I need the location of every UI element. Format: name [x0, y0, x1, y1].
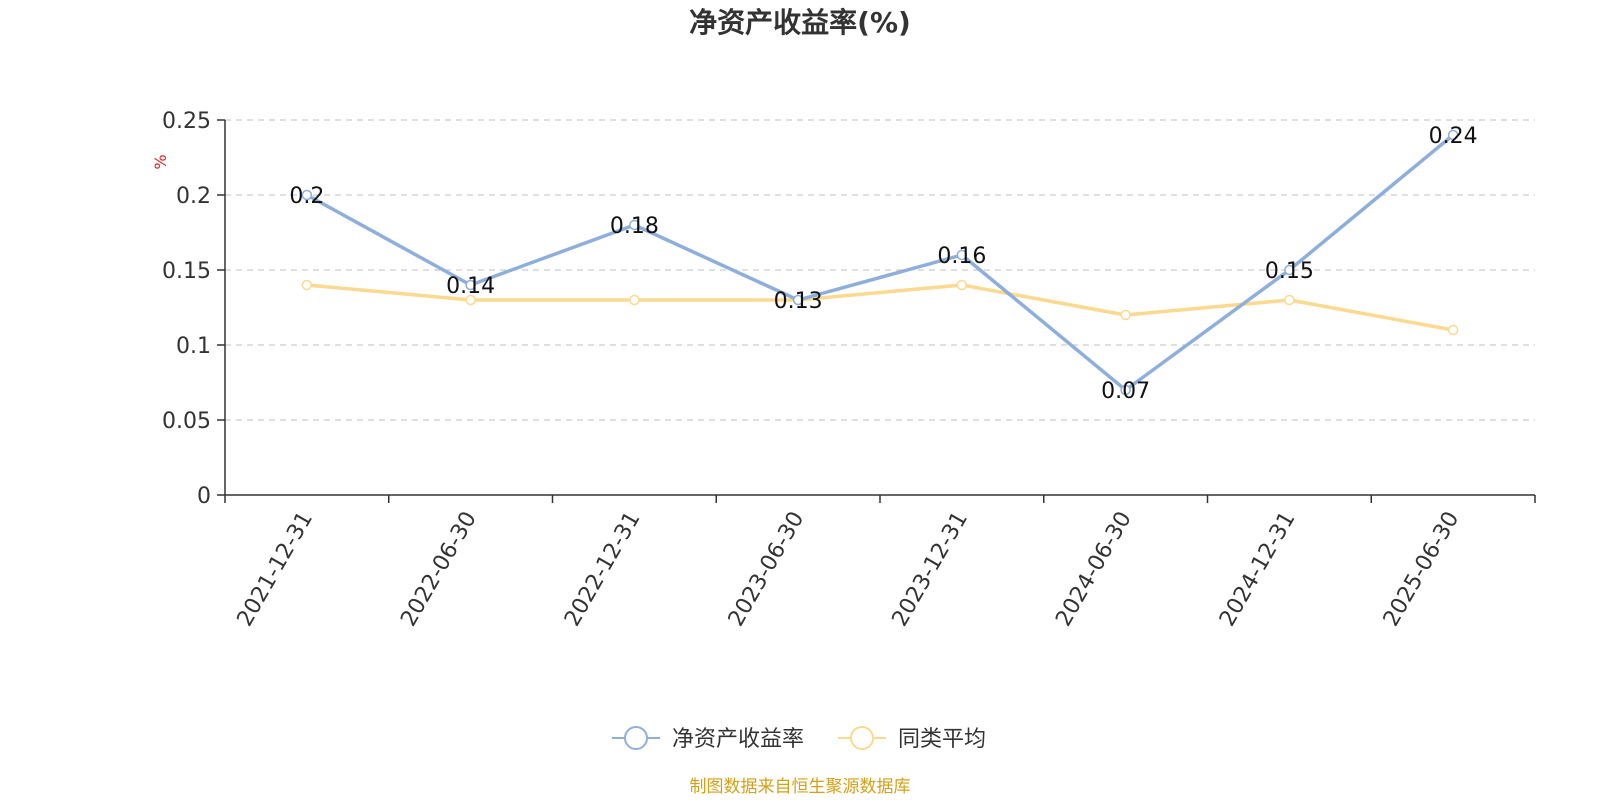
- series-lines: [301, 129, 1459, 396]
- grid-lines: [225, 119, 1535, 421]
- x-tick-label: 2024-12-31: [1215, 508, 1301, 631]
- data-point[interactable]: [1120, 309, 1131, 321]
- data-point[interactable]: [301, 189, 313, 201]
- data-point[interactable]: [956, 279, 968, 291]
- data-point[interactable]: [792, 294, 804, 306]
- data-label: 0.14: [446, 274, 495, 299]
- data-label: 0.24: [1429, 124, 1478, 149]
- data-label: 0.2: [289, 184, 324, 209]
- data-point[interactable]: [465, 294, 476, 306]
- data-point[interactable]: [1120, 384, 1131, 396]
- chart-title: 净资产收益率(%): [689, 6, 911, 39]
- legend-label: 净资产收益率: [672, 727, 804, 752]
- x-tick-label: 2022-06-30: [396, 508, 482, 631]
- data-point[interactable]: [301, 279, 313, 291]
- legend-marker-icon: [624, 726, 648, 750]
- x-tick-label: 2023-12-31: [887, 508, 973, 631]
- legend-marker-icon: [850, 726, 874, 750]
- legend[interactable]: 净资产收益率 同类平均: [612, 726, 986, 752]
- data-label: 0.18: [610, 214, 659, 239]
- data-point[interactable]: [1447, 324, 1459, 336]
- data-label: 0.15: [1265, 259, 1314, 284]
- y-tick-label: 0.1: [176, 334, 211, 359]
- y-tick-label: 0.2: [176, 184, 211, 209]
- data-point[interactable]: [465, 279, 476, 291]
- x-tick-label: 2025-06-30: [1379, 508, 1465, 631]
- data-label: 0.13: [774, 289, 823, 314]
- x-tick-label: 2023-06-30: [724, 508, 810, 631]
- legend-item-0[interactable]: 净资产收益率: [612, 726, 804, 752]
- legend-label: 同类平均: [898, 727, 986, 752]
- data-label: 0.16: [937, 244, 986, 269]
- y-tick-label: 0.25: [162, 109, 211, 134]
- source-note: 制图数据来自恒生聚源数据库: [690, 777, 911, 797]
- data-labels: 0.2 0.14 0.18 0.13 0.16 0.07 0.15 0.24: [289, 124, 1477, 404]
- x-tick-label: 2024-06-30: [1051, 508, 1137, 631]
- data-point[interactable]: [1447, 129, 1459, 141]
- y-tick-label: 0: [197, 484, 211, 509]
- x-tick-label: 2021-12-31: [232, 508, 318, 631]
- series-line-1: [306, 283, 1454, 332]
- y-tick-label: 0.15: [162, 259, 211, 284]
- data-label: 0.07: [1101, 379, 1150, 404]
- x-tick-label: 2022-12-31: [560, 508, 646, 631]
- axes: 0 0.05 0.1 0.15 0.2 0.25 2021-12-31 2022-06-30 2…: [162, 109, 1536, 631]
- data-point[interactable]: [1284, 264, 1295, 276]
- legend-item-1[interactable]: 同类平均: [838, 726, 986, 752]
- y-tick-label: 0.05: [162, 409, 211, 434]
- series-line-0: [306, 133, 1455, 392]
- data-point[interactable]: [956, 249, 968, 261]
- data-point[interactable]: [629, 219, 640, 231]
- data-point[interactable]: [1284, 294, 1295, 306]
- data-point[interactable]: [629, 294, 640, 306]
- y-axis-unit-label: %: [151, 154, 170, 169]
